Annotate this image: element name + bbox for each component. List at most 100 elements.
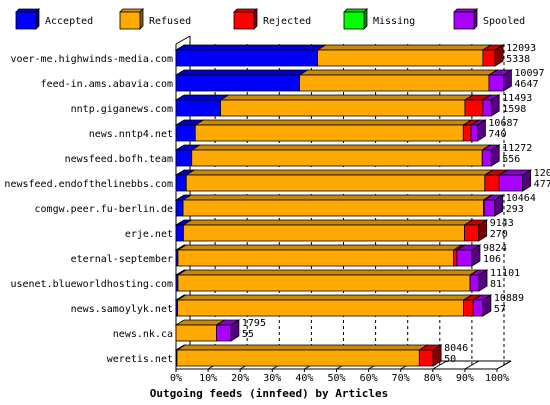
bar-side-spooled: [490, 144, 500, 167]
bar-segment-refused: [299, 74, 490, 92]
bar-segment-refused: [182, 199, 484, 217]
bar-segment-accepted: [175, 49, 318, 67]
bar-segment-accepted: [175, 124, 196, 142]
bar-segment-refused: [177, 249, 455, 267]
x-tick-label: 50%: [327, 373, 345, 384]
bar-row: [174, 344, 443, 367]
bar-row: [174, 144, 501, 167]
legend-swatch: [233, 11, 255, 30]
bar-top-refused: [316, 44, 493, 51]
accepted-label: 270: [490, 229, 508, 240]
bar-segment-accepted: [175, 74, 300, 92]
category-label: comgw.peer.fu-berlin.de: [35, 204, 173, 215]
bar-segment-spooled: [498, 174, 524, 192]
bar-segment-refused: [177, 299, 465, 317]
bar-row: [174, 169, 533, 192]
bar-row: [174, 69, 513, 92]
bar-segment-spooled: [472, 299, 484, 317]
bar-segment-refused: [185, 174, 486, 192]
bar-top-refused: [175, 344, 429, 351]
legend-swatch: [15, 11, 37, 30]
bar-segment-accepted: [175, 224, 184, 242]
legend-label: Rejected: [263, 16, 311, 27]
bar-segment-rejected: [418, 349, 434, 367]
category-label: erje.net: [125, 229, 173, 240]
x-tick-label: 0%: [170, 373, 182, 384]
legend-swatch-top: [233, 8, 258, 13]
bar-segment-rejected: [463, 299, 474, 317]
bar-row: [174, 194, 505, 217]
bar-row: [174, 269, 489, 292]
x-tick-label: 70%: [392, 373, 410, 384]
legend-item-spooled: Spooled: [453, 8, 525, 30]
chart-title: Outgoing feeds (innfeed) by Articles: [150, 387, 388, 400]
bar-row: [174, 294, 493, 317]
bar-row: [174, 94, 501, 117]
legend-swatch-side: [473, 8, 478, 30]
bar-top-refused: [219, 94, 475, 101]
bar-side-spooled: [230, 319, 240, 342]
bar-top-refused: [181, 219, 474, 226]
bar-segment-rejected: [453, 249, 458, 267]
legend-swatch-side: [139, 8, 144, 30]
category-label: usenet.blueworldhosting.com: [10, 279, 173, 290]
x-tick-label: 40%: [295, 373, 313, 384]
legend-item-missing: Missing: [343, 8, 415, 30]
bar-top-accepted: [174, 69, 309, 76]
bar-top-refused: [184, 169, 495, 176]
bar-segment-spooled: [482, 99, 492, 117]
bar-top-refused: [190, 144, 492, 151]
legend-item-accepted: Accepted: [15, 8, 93, 30]
category-labels: voer-me.highwinds-media.com feed-in.ams.a…: [4, 54, 173, 365]
bar-segment-accepted: [175, 199, 184, 217]
bar-segment-spooled: [488, 74, 504, 92]
x-tick-label: 80%: [424, 373, 442, 384]
bar-segment-rejected: [464, 99, 484, 117]
category-label: news.samoylyk.net: [71, 304, 173, 315]
accepted-label: 57: [494, 304, 506, 315]
bar-segment-spooled: [481, 149, 492, 167]
bar-side-spooled: [503, 69, 512, 92]
bar-side-spooled: [490, 94, 500, 117]
bar-segment-rejected: [484, 174, 500, 192]
legend-label: Spooled: [483, 16, 525, 27]
bar-top-refused: [298, 69, 499, 76]
bar-segment-refused: [220, 99, 466, 117]
offered-label: 10889: [494, 293, 524, 304]
bar-segment-refused: [194, 124, 464, 142]
offered-label: 12093: [506, 43, 536, 54]
category-label: voer-me.highwinds-media.com: [10, 54, 173, 65]
bar-segment-rejected: [462, 124, 472, 142]
legend-swatch-side: [35, 8, 40, 30]
x-tick-label: 10%: [199, 373, 217, 384]
offered-label: 11493: [502, 93, 532, 104]
bar-row: [174, 244, 482, 267]
bar-top-refused: [193, 119, 473, 126]
offered-label: 10097: [514, 68, 544, 79]
bars: [174, 44, 533, 367]
bar-segment-spooled: [469, 274, 480, 292]
category-label: eternal-september: [71, 254, 173, 265]
x-tick-label: 100%: [485, 373, 509, 384]
legend-swatch-side: [253, 8, 258, 30]
x-tick-label: 30%: [263, 373, 281, 384]
bar-top-refused: [176, 244, 464, 251]
offered-label: 1795: [242, 318, 266, 329]
bar-top-refused: [176, 269, 480, 276]
x-tick-label: 20%: [231, 373, 249, 384]
bar-segment-refused: [182, 224, 465, 242]
legend-swatch-top: [453, 8, 478, 13]
bar-segment-accepted: [175, 149, 193, 167]
bar-row: [174, 119, 487, 142]
offered-label: 11272: [502, 143, 532, 154]
offered-label: 10464: [506, 193, 536, 204]
category-label: news.nk.ca: [113, 329, 173, 340]
offered-label: 10687: [488, 118, 518, 129]
accepted-label: 293: [506, 204, 524, 215]
accepted-label: 1598: [502, 104, 526, 115]
accepted-label: 477: [534, 179, 550, 190]
accepted-label: 5338: [506, 54, 530, 65]
accepted-label: 740: [488, 129, 506, 140]
